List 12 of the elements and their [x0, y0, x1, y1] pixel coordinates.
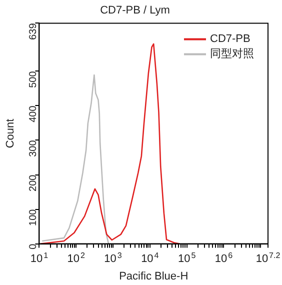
- y-tick-label: 100: [28, 208, 39, 226]
- y-tick-label: 200: [28, 174, 39, 192]
- y-tick-label: 0: [28, 243, 39, 250]
- y-tick-label: 500: [28, 70, 39, 88]
- legend-label: CD7-PB: [210, 33, 250, 46]
- y-tick-label: 300: [28, 140, 39, 157]
- legend-label: 同型对照: [210, 47, 254, 60]
- x-axis-title: Pacific Blue-H: [119, 270, 188, 282]
- y-tick-label: 400: [28, 105, 39, 122]
- y-tick-label: 639: [28, 22, 39, 40]
- chart-title: CD7-PB / Lym: [100, 4, 170, 17]
- y-axis-title: Count: [4, 118, 17, 148]
